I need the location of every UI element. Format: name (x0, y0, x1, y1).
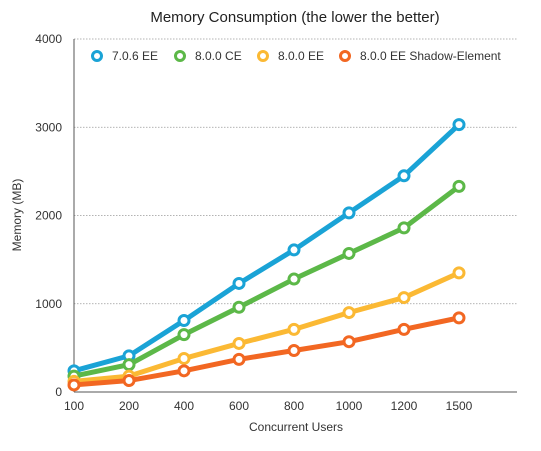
data-point (177, 351, 191, 365)
legend-item: 7.0.6 EE (91, 49, 158, 63)
data-point (397, 291, 411, 305)
x-tick-label: 1500 (446, 399, 473, 413)
data-point (177, 328, 191, 342)
legend-item: 8.0.0 CE (174, 49, 242, 63)
axis-layer: 0 1000 2000 3000 4000 100 200 400 600 800 1000 1200… (35, 32, 517, 413)
x-tick-label: 200 (119, 399, 139, 413)
y-tick-label: 1000 (35, 297, 62, 311)
data-point (397, 169, 411, 183)
data-point (452, 179, 466, 193)
legend-item: 8.0.0 EE (257, 49, 324, 63)
series-line (71, 183, 462, 379)
x-tick-label: 800 (284, 399, 304, 413)
y-tick-label: 2000 (35, 209, 62, 223)
data-point (287, 322, 301, 336)
data-point (122, 358, 136, 372)
data-point (232, 336, 246, 350)
x-tick-label: 600 (229, 399, 249, 413)
data-point (232, 300, 246, 314)
y-axis-label: Memory (MB) (10, 179, 24, 252)
data-point (232, 276, 246, 290)
series-line (71, 270, 462, 384)
data-point (452, 118, 466, 132)
legend-marker (339, 50, 351, 62)
data-point (397, 221, 411, 235)
legend-label: 8.0.0 EE (278, 49, 324, 63)
data-point (452, 266, 466, 280)
data-point (452, 311, 466, 325)
legend-label: 8.0.0 CE (195, 49, 242, 63)
data-point (342, 335, 356, 349)
data-point (232, 352, 246, 366)
x-tick-label: 400 (174, 399, 194, 413)
series-4 (67, 311, 466, 392)
legend: 7.0.6 EE 8.0.0 CE 8.0.0 EE 8.0.0 EE Shadow-… (91, 49, 501, 63)
x-tick-label: 1000 (336, 399, 363, 413)
data-point (122, 374, 136, 388)
y-tick-label: 3000 (35, 120, 62, 134)
legend-marker (91, 50, 103, 62)
data-point (177, 364, 191, 378)
series-line (71, 122, 462, 374)
legend-marker (257, 50, 269, 62)
legend-marker (174, 50, 186, 62)
data-point (287, 344, 301, 358)
data-point (397, 322, 411, 336)
chart-title: Memory Consumption (the lower the better… (150, 9, 439, 26)
legend-label: 8.0.0 EE Shadow-Element (360, 49, 501, 63)
series-2 (67, 179, 466, 383)
series-layer (67, 118, 466, 392)
data-point (342, 246, 356, 260)
data-point (67, 378, 81, 392)
legend-label: 7.0.6 EE (112, 49, 158, 63)
series-line (71, 315, 462, 388)
y-tick-label: 0 (55, 385, 62, 399)
data-point (287, 243, 301, 257)
legend-item: 8.0.0 EE Shadow-Element (339, 49, 501, 63)
data-point (177, 314, 191, 328)
data-point (342, 306, 356, 320)
x-tick-label: 100 (64, 399, 84, 413)
x-axis-label: Concurrent Users (249, 420, 343, 434)
data-point (287, 272, 301, 286)
y-tick-label: 4000 (35, 32, 62, 46)
data-point (342, 206, 356, 220)
x-tick-label: 1200 (391, 399, 418, 413)
grid-layer (74, 38, 517, 305)
